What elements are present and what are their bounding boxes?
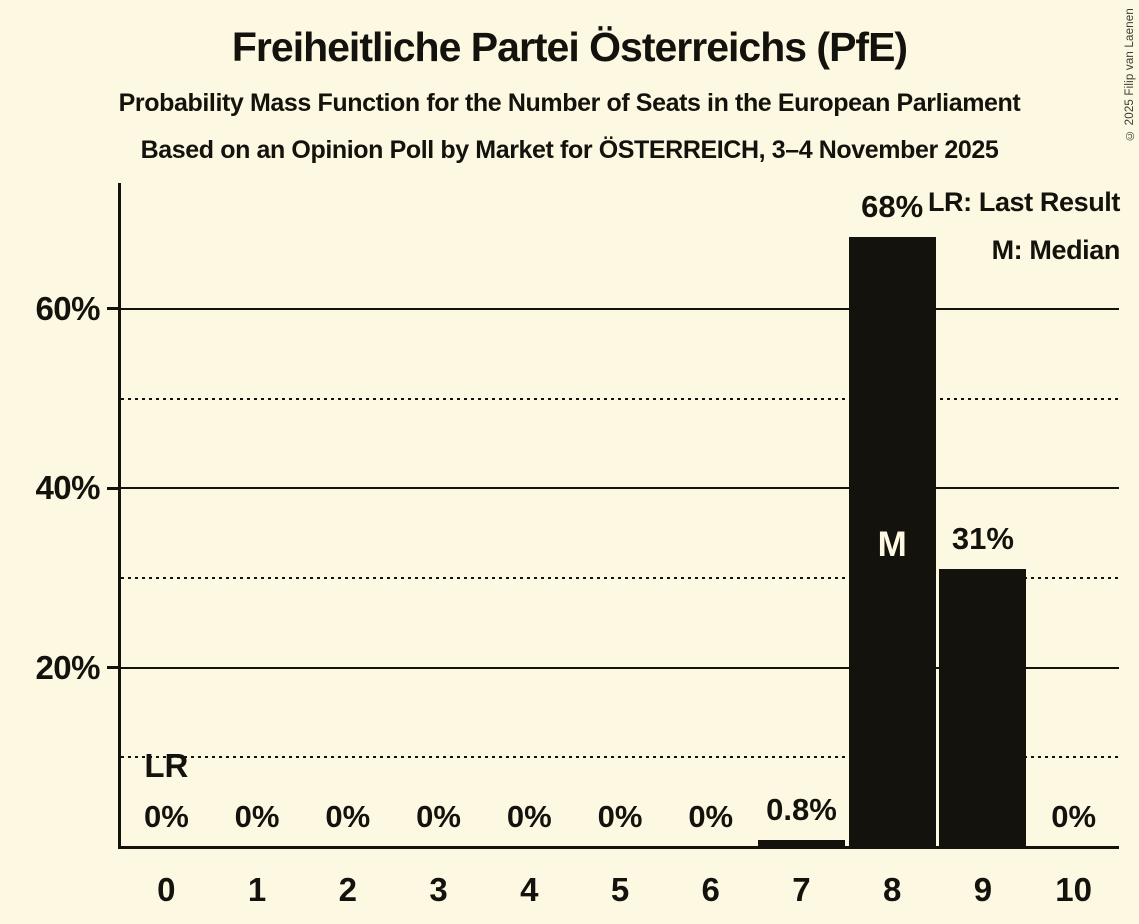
- gridline-dotted-30: [121, 576, 1119, 579]
- chart-title: Freiheitliche Partei Österreichs (PfE): [231, 24, 908, 70]
- value-label-seat-4: 0%: [506, 799, 552, 834]
- y-tick-label-60: 60%: [35, 289, 100, 327]
- chart-subtitle: Probability Mass Function for the Number…: [118, 89, 1021, 117]
- x-tick-label-7: 7: [792, 871, 811, 908]
- bar-seat-9: [939, 569, 1027, 849]
- x-tick-label-6: 6: [701, 871, 720, 908]
- gridline-dotted-50: [121, 397, 1119, 400]
- chart-caption: Based on an Opinion Poll by Market for Ö…: [140, 136, 999, 164]
- x-tick-label-2: 2: [338, 871, 357, 908]
- last-result-annotation: LR: [144, 747, 189, 784]
- median-annotation: M: [877, 525, 907, 564]
- x-tick-label-5: 5: [610, 871, 630, 908]
- gridline-dotted-10: [121, 756, 1119, 759]
- gridline-solid-20: [121, 666, 1119, 669]
- x-tick-label-8: 8: [882, 871, 902, 908]
- legend-last-result-label: LR: Last Result: [927, 187, 1120, 217]
- value-label-seat-8: 68%: [861, 189, 924, 225]
- legend-median-label: M: Median: [991, 235, 1121, 265]
- x-axis-line: [117, 845, 1119, 849]
- value-label-seat-2: 0%: [325, 799, 371, 834]
- value-label-seat-3: 0%: [416, 799, 461, 834]
- y-axis-tick-20: [107, 666, 119, 670]
- value-label-seat-6: 0%: [688, 799, 734, 834]
- y-axis-tick-60: [107, 307, 119, 311]
- bar-seat-8: [848, 237, 936, 849]
- x-tick-label-10: 10: [1055, 871, 1092, 908]
- x-tick-label-1: 1: [247, 871, 267, 908]
- value-label-seat-5: 0%: [597, 799, 643, 834]
- bar-seat-7: [757, 839, 845, 849]
- y-tick-label-20: 20%: [35, 648, 100, 686]
- copyright-notice: © 2025 Filip van Laenen: [1124, 8, 1136, 141]
- gridline-solid-60: [121, 307, 1119, 310]
- x-tick-label-4: 4: [520, 871, 539, 908]
- value-label-seat-0: 0%: [143, 799, 189, 834]
- x-tick-label-9: 9: [973, 871, 993, 908]
- y-tick-label-40: 40%: [35, 469, 100, 507]
- value-label-seat-7: 0.8%: [766, 791, 837, 827]
- value-label-seat-1: 0%: [234, 799, 280, 834]
- x-tick-label-0: 0: [157, 871, 176, 908]
- value-label-seat-9: 31%: [951, 521, 1014, 557]
- value-label-seat-10: 0%: [1051, 799, 1097, 834]
- y-axis-line: [117, 183, 121, 849]
- y-axis-tick-40: [107, 486, 119, 490]
- x-tick-label-3: 3: [429, 871, 448, 908]
- gridline-solid-40: [121, 487, 1119, 490]
